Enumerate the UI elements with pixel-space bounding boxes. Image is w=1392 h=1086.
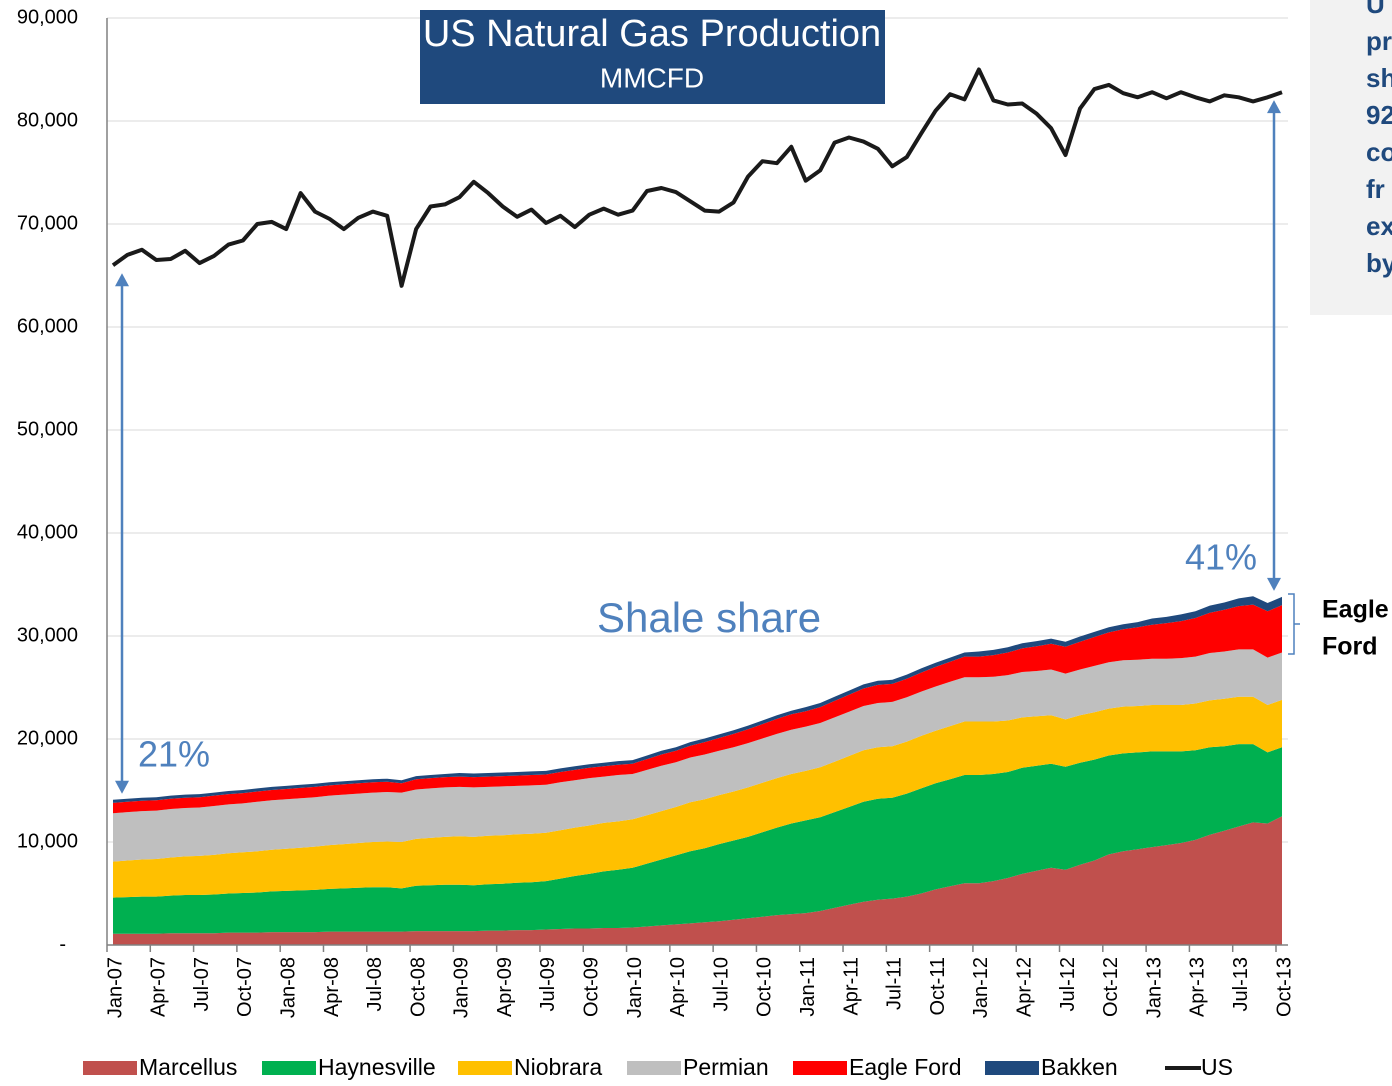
legend-label: US: [1201, 1054, 1233, 1080]
side-panel-text: 92: [1366, 100, 1392, 130]
side-panel-text: Upr sh 92 co fr ex by: [1366, 0, 1392, 278]
x-tick-label: Jan-08: [277, 957, 299, 1018]
x-tick-label: Apr-08: [321, 957, 343, 1017]
annotation: Eagle: [1322, 596, 1389, 624]
x-tick-label: Apr-10: [667, 957, 689, 1017]
x-tick-label: Apr-09: [494, 957, 516, 1017]
area: [113, 696, 1282, 898]
annotation: 41%: [1185, 537, 1257, 578]
x-tick-label: Oct-11: [927, 957, 949, 1016]
y-tick-label: 80,000: [17, 109, 78, 131]
x-tick-label: Apr-12: [1014, 957, 1036, 1017]
x-tick-label: Oct-12: [1100, 957, 1122, 1017]
side-panel-text: U: [1366, 0, 1385, 19]
y-tick-label: 70,000: [17, 212, 78, 234]
x-tick-label: Oct-13: [1273, 957, 1295, 1017]
area: [113, 649, 1282, 862]
annotation: Shale share: [597, 594, 821, 641]
side-panel: [1310, 0, 1392, 315]
legend-label: Niobrara: [514, 1054, 602, 1080]
x-tick-label: Oct-10: [754, 957, 776, 1017]
y-tick-label: 20,000: [17, 727, 78, 749]
arrow-head: [115, 780, 129, 794]
legend-swatch: [985, 1061, 1039, 1075]
x-tick-label: Apr-13: [1187, 957, 1209, 1017]
x-tick-label: Jul-12: [1057, 957, 1079, 1011]
x-tick-label: Oct-08: [407, 957, 429, 1017]
chart-subtitle: MMCFD: [600, 62, 704, 93]
title-box: [420, 10, 885, 104]
arrow-head: [1267, 100, 1281, 114]
x-tick-label: Jan-07: [104, 957, 126, 1018]
x-tick-label: Jan-11: [797, 957, 819, 1017]
x-tick-label: Jan-10: [624, 957, 646, 1018]
x-tick-label: Apr-11: [840, 957, 862, 1016]
legend-swatch: [627, 1061, 681, 1075]
y-tick-label: 60,000: [17, 315, 78, 337]
annotation: Ford: [1322, 633, 1378, 661]
x-tick-label: Oct-07: [234, 957, 256, 1017]
x-tick-label: Jan-12: [970, 957, 992, 1018]
x-tick-label: Jul-11: [884, 957, 906, 1010]
x-tick-label: Jul-08: [364, 957, 386, 1011]
area: [113, 816, 1282, 945]
x-tick-label: Jul-07: [191, 957, 213, 1011]
y-tick-label: 30,000: [17, 624, 78, 646]
legend-label: Eagle Ford: [849, 1054, 962, 1080]
side-panel-text: fr: [1366, 174, 1385, 204]
legend-label: Bakken: [1041, 1054, 1118, 1080]
annotation: 21%: [138, 734, 210, 775]
x-tick-label: Jul-13: [1230, 957, 1252, 1011]
y-tick-label: 10,000: [17, 830, 78, 852]
side-panel-text: sh: [1366, 63, 1392, 93]
side-panel-text: co: [1366, 137, 1392, 167]
y-tick-label: -: [59, 933, 66, 955]
x-tick-label: Oct-09: [581, 957, 603, 1017]
x-tick-label: Jul-10: [710, 957, 732, 1011]
legend-swatch: [83, 1061, 137, 1075]
area: [113, 744, 1282, 934]
y-tick-label: 50,000: [17, 418, 78, 440]
side-panel-text: pr: [1366, 26, 1392, 56]
chart-title: US Natural Gas Production: [423, 13, 881, 55]
arrow-head: [1267, 577, 1281, 591]
plot-area: - 10,000 20,000 30,000 40,000 50,000 60,000 70,…: [17, 6, 1295, 1080]
arrow-head: [115, 273, 129, 287]
legend-label: Marcellus: [139, 1054, 237, 1080]
area: [113, 604, 1282, 814]
y-tick-label: 90,000: [17, 6, 78, 28]
side-panel-text: ex: [1366, 211, 1392, 241]
x-tick-label: Jan-09: [451, 957, 473, 1018]
x-tick-label: Jul-09: [537, 957, 559, 1011]
legend-swatch: [262, 1061, 316, 1075]
legend-label: Haynesville: [318, 1054, 436, 1080]
x-tick-label: Jan-13: [1143, 957, 1165, 1018]
y-tick-label: 40,000: [17, 521, 78, 543]
x-tick-label: Apr-07: [148, 957, 170, 1017]
line: [111, 67, 1283, 288]
side-panel-text: by: [1366, 248, 1392, 278]
bracket: [1288, 593, 1300, 655]
legend-label: Permian: [683, 1054, 769, 1080]
legend-swatch: [793, 1061, 847, 1075]
legend-swatch: [458, 1061, 512, 1075]
